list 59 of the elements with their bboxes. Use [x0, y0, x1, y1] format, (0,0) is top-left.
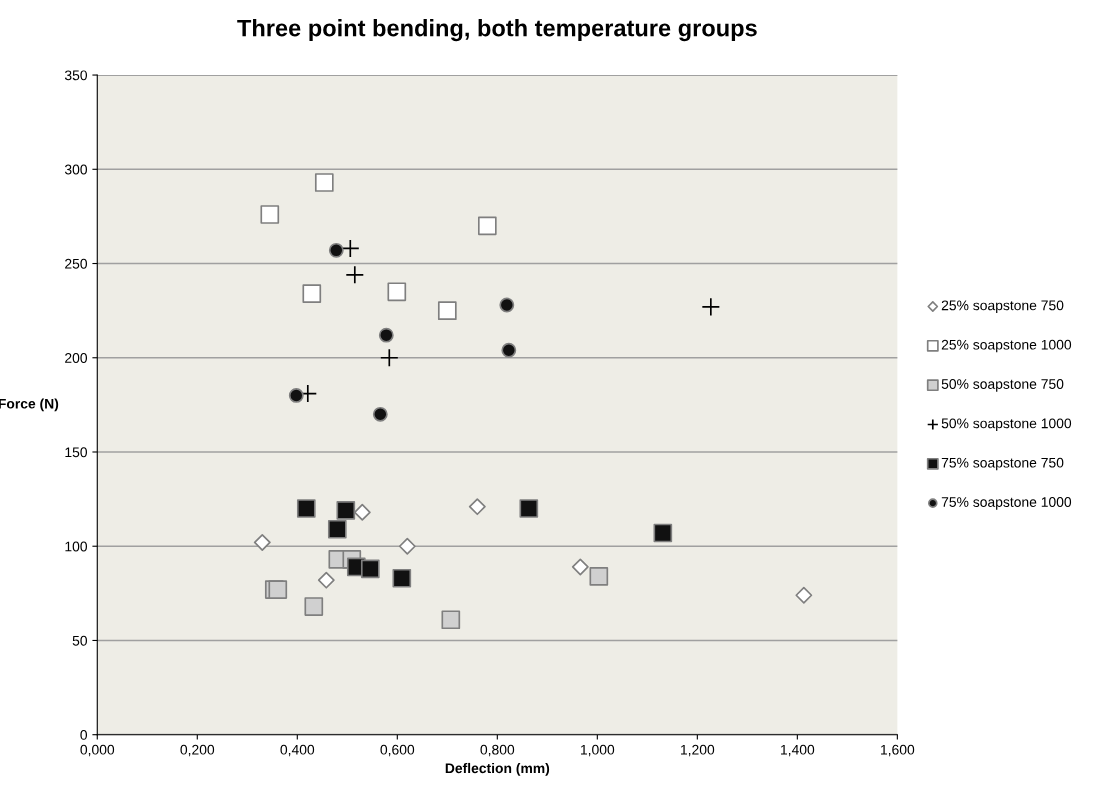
point — [499, 297, 515, 313]
point — [336, 501, 356, 520]
point — [260, 205, 280, 224]
point — [378, 327, 394, 343]
point — [340, 239, 360, 258]
legend-label: 50% soapstone 1000 — [941, 418, 1072, 432]
x-tick-label: 1,400 — [781, 744, 815, 757]
y-tick-label: 50 — [72, 635, 88, 646]
y-tick-label: 0 — [80, 730, 88, 740]
point — [345, 265, 365, 285]
point — [268, 580, 288, 599]
point — [437, 301, 457, 320]
y-tick-label: 150 — [65, 447, 88, 458]
x-tick-label: 0,400 — [280, 744, 315, 757]
point — [441, 610, 461, 630]
point — [296, 499, 316, 518]
legend-label: 25% soapstone 1000 — [941, 339, 1072, 353]
x-tick-label: 1,000 — [581, 744, 615, 757]
x-axis-title: Deflection (mm) — [445, 762, 550, 776]
point — [304, 597, 324, 616]
point — [327, 519, 347, 539]
x-tick-label: 1,600 — [881, 744, 915, 757]
point — [519, 499, 539, 518]
point — [571, 558, 589, 576]
point — [317, 571, 335, 589]
point — [701, 297, 721, 317]
point — [360, 559, 380, 579]
point — [398, 537, 416, 555]
point — [302, 284, 322, 304]
point — [387, 282, 407, 302]
x-tick-label: 0,200 — [180, 744, 215, 757]
y-tick-label: 200 — [65, 353, 88, 363]
point — [353, 503, 371, 521]
point — [589, 567, 609, 586]
y-tick-label: 350 — [64, 70, 88, 81]
point — [328, 242, 344, 258]
x-tick-label: 0,000 — [80, 744, 115, 757]
x-tick-label: 0,800 — [480, 744, 515, 757]
point — [392, 568, 412, 588]
point — [372, 406, 388, 422]
point — [501, 342, 517, 358]
chart-title: Three point bending, both temperature groups — [237, 19, 757, 42]
x-tick-label: 1,200 — [681, 744, 715, 757]
point — [477, 216, 497, 236]
point — [653, 523, 673, 543]
legend-label: 75% soapstone 750 — [941, 457, 1064, 471]
point — [314, 173, 334, 192]
legend-label: 25% soapstone 750 — [941, 300, 1064, 314]
point — [253, 534, 271, 551]
point — [379, 348, 399, 368]
point — [288, 388, 304, 403]
y-tick-label: 250 — [65, 258, 88, 269]
legend-label: 50% soapstone 750 — [941, 379, 1064, 392]
point — [468, 498, 486, 516]
y-tick-label: 100 — [65, 541, 88, 552]
legend-label: 75% soapstone 1000 — [941, 497, 1072, 510]
x-tick-label: 0,600 — [380, 744, 415, 757]
point — [795, 586, 813, 604]
y-tick-label: 300 — [64, 164, 88, 175]
